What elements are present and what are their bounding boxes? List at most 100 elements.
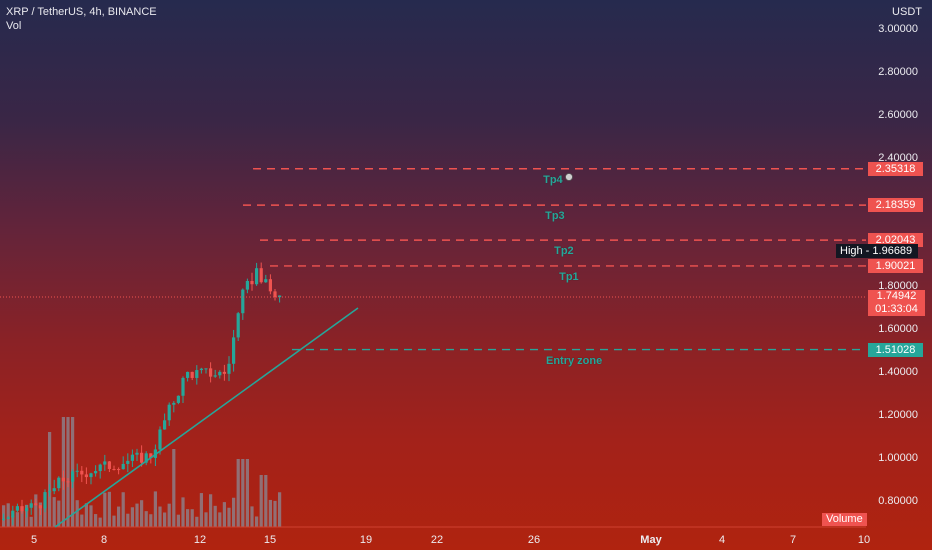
volume-bar	[236, 459, 240, 527]
currency-label: USDT	[892, 6, 922, 18]
candle-body	[222, 371, 226, 374]
volume-bar	[153, 491, 157, 527]
volume-bar	[135, 503, 139, 527]
level-label: Tp2	[554, 245, 574, 258]
volume-bar	[107, 491, 111, 527]
candle-body	[135, 452, 139, 455]
target-marker-icon	[565, 173, 573, 181]
volume-bar	[6, 503, 10, 527]
volume-bar	[222, 502, 226, 527]
volume-bar	[264, 475, 268, 527]
price-tick: 2.40000	[878, 151, 918, 164]
volume-bar	[181, 497, 185, 527]
candle-body	[25, 507, 29, 512]
volume-bar	[29, 516, 33, 527]
candle-body	[66, 481, 70, 483]
volume-bar	[84, 503, 88, 527]
candle-body	[84, 474, 88, 478]
candle-body	[213, 375, 217, 377]
time-tick: 4	[718, 534, 726, 546]
candle-body	[117, 469, 121, 471]
level-label: Tp1	[559, 270, 579, 283]
volume-bar	[80, 514, 84, 527]
candle-body	[144, 453, 148, 463]
volume-tag: Volume	[822, 513, 867, 526]
candle-body	[195, 370, 199, 378]
price-tick: 1.00000	[878, 452, 918, 464]
candle-body	[209, 368, 213, 377]
price-tick: 1.80000	[878, 280, 918, 293]
level-price-tag: 1.51028	[868, 342, 923, 357]
price-tick: 1.20000	[878, 409, 918, 422]
volume-bar	[15, 512, 19, 527]
time-tick: 26	[527, 534, 541, 546]
symbol-title: XRP / TetherUS, 4h, BINANCE	[6, 6, 157, 18]
candle-body	[227, 363, 231, 374]
volume-indicator-label: Vol	[6, 20, 22, 32]
volume-bar	[149, 514, 153, 527]
candle-body	[232, 337, 236, 364]
volume-bar	[144, 511, 148, 527]
candle-body	[158, 429, 162, 450]
volume-bar	[176, 514, 180, 527]
candle-body	[176, 395, 180, 403]
candle-body	[199, 368, 203, 371]
volume-bar	[103, 492, 107, 527]
volume-bar	[130, 507, 134, 527]
volume-bar	[112, 515, 116, 527]
volume-bar	[245, 459, 249, 527]
volume-bar	[241, 459, 245, 527]
volume-bar	[259, 475, 263, 527]
candle-body	[52, 488, 56, 492]
candle-body	[245, 281, 249, 290]
time-tick: 10	[857, 534, 871, 546]
last-price-tag: 1.74942 01:33:04	[868, 290, 925, 316]
price-tick: 2.60000	[878, 108, 918, 121]
volume-bar	[213, 505, 217, 527]
candle-body	[241, 289, 245, 314]
volume-bar	[121, 492, 125, 527]
candle-body	[57, 477, 61, 489]
volume-bar	[94, 514, 98, 527]
volume-bar	[98, 517, 102, 527]
candle-body	[112, 468, 116, 470]
candle-body	[259, 268, 263, 283]
candle-body	[20, 506, 24, 512]
candle-body	[43, 492, 47, 509]
candle-body	[172, 402, 176, 405]
volume-bar	[268, 499, 272, 527]
candle-body	[149, 453, 153, 458]
volume-bar	[232, 497, 236, 527]
candle-body	[167, 404, 171, 421]
candle-body	[250, 281, 254, 285]
candle-body	[103, 461, 107, 465]
high-label: High	[840, 245, 863, 257]
candle-body	[98, 464, 102, 472]
level-price-tag: 2.18359	[868, 198, 923, 213]
candle-body	[255, 268, 259, 285]
volume-bar	[140, 500, 144, 527]
volume-bar	[255, 516, 259, 527]
volume-bar	[167, 503, 171, 527]
candle-body	[121, 463, 125, 470]
level-label: Entry zone	[546, 354, 603, 367]
volume-bar	[209, 494, 213, 527]
level-price-tag: 2.02043	[868, 233, 923, 248]
time-tick: 8	[100, 534, 108, 546]
volume-bar	[278, 492, 282, 527]
time-tick: 7	[789, 534, 797, 546]
volume-bar	[199, 493, 203, 527]
last-price-value: 1.74942	[876, 290, 917, 302]
price-tick: 2.80000	[878, 65, 918, 78]
volume-bar	[163, 512, 167, 527]
volume-bar	[204, 512, 208, 527]
candle-body	[126, 460, 130, 464]
volume-bar	[186, 509, 190, 527]
candle-body	[15, 506, 19, 511]
candle-body	[48, 491, 52, 493]
candle-body	[107, 461, 111, 469]
candle-body	[11, 510, 15, 518]
time-tick: 12	[193, 534, 207, 546]
